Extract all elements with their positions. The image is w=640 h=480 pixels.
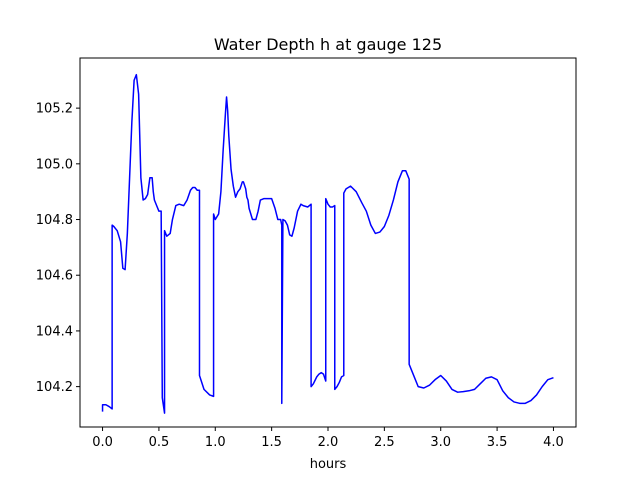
y-tick-label: 104.2: [36, 380, 73, 395]
x-tick-label: 4.0: [543, 435, 564, 450]
x-tick-label: 1.5: [261, 435, 282, 450]
series-line-0: [101, 73, 554, 414]
x-tick-label: 2.5: [374, 435, 395, 450]
y-tick-label: 105.0: [36, 157, 73, 172]
x-tick-label: 1.0: [205, 435, 226, 450]
x-tick-label: 3.5: [487, 435, 508, 450]
chart-title: Water Depth h at gauge 125: [214, 35, 442, 54]
plot-area: [101, 73, 554, 414]
x-axis-label: hours: [310, 457, 347, 472]
y-tick-label: 104.4: [36, 324, 73, 339]
x-tick-label: 0.0: [92, 435, 113, 450]
x-tick-label: 0.5: [149, 435, 170, 450]
x-axis: 0.0 0.5 1.0 1.5 2.0 2.5 3.0 3.5 4.0: [92, 427, 564, 450]
y-tick-label: 104.6: [36, 269, 73, 284]
y-tick-label: 104.8: [36, 213, 73, 228]
x-tick-label: 2.0: [318, 435, 339, 450]
y-axis: 104.2 104.4 104.6 104.8 105.0 105.2: [36, 102, 80, 395]
x-tick-label: 3.0: [430, 435, 451, 450]
y-tick-label: 105.2: [36, 102, 73, 117]
